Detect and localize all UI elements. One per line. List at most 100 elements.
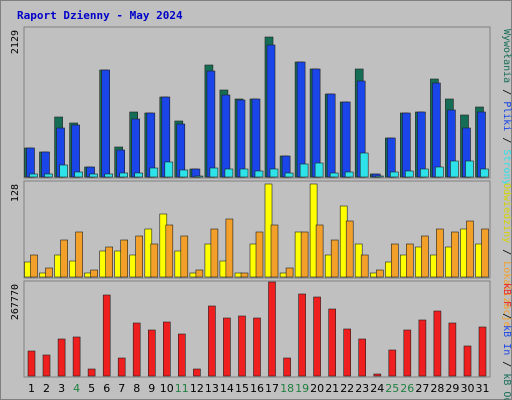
- bar-bottom-kb-f-day-3: [57, 338, 66, 377]
- bar-top-strony-day-17: [269, 168, 279, 178]
- bar-bottom-kb-f-day-22: [343, 328, 352, 377]
- panel-top-ymax-label: 2129: [10, 30, 21, 54]
- bar-top-strony-day-25: [389, 171, 399, 178]
- x-tick-label-day-26: 26: [400, 382, 414, 395]
- right-legend-separator: /: [501, 243, 512, 261]
- bar-bottom-kb-f-day-26: [403, 329, 412, 377]
- bar-top-strony-day-11: [179, 169, 189, 178]
- bar-bottom-kb-f-day-2: [42, 354, 51, 377]
- x-tick-label-day-8: 8: [133, 382, 140, 395]
- x-tick-label-day-25: 25: [385, 382, 399, 395]
- bar-top-pliki-day-6: [101, 69, 110, 178]
- x-tick-label-day-14: 14: [220, 382, 234, 395]
- bar-top-pliki-day-28: [432, 82, 441, 178]
- bar-middle-lokalizacje-day-15: [240, 272, 249, 278]
- right-legend-odwiedziny: Odwiedziny: [501, 183, 512, 243]
- bar-top-strony-day-26: [404, 170, 414, 178]
- bar-bottom-kb-f-day-6: [102, 294, 111, 377]
- chart-panels: 2129 128 267770: [10, 26, 491, 378]
- bar-bottom-kb-f-day-4: [72, 336, 81, 377]
- bar-top-strony-day-1: [29, 173, 38, 178]
- x-tick-label-day-16: 16: [250, 382, 264, 395]
- bar-middle-lokalizacje-day-29: [451, 231, 459, 278]
- panel-bottom-ymax-label: 267770: [10, 284, 21, 320]
- bar-bottom-kb-f-day-10: [163, 321, 171, 377]
- bar-middle-lokalizacje-day-30: [466, 220, 474, 278]
- bar-bottom-kb-f-day-9: [148, 329, 156, 377]
- bar-bottom-kb-f-day-31: [478, 326, 487, 377]
- x-tick-label-day-29: 29: [445, 382, 459, 395]
- right-legend-separator: /: [501, 83, 512, 101]
- bar-middle-lokalizacje-day-18: [285, 267, 294, 278]
- right-legend-group: kB F / kB In / kB Out: [501, 283, 512, 400]
- right-legend-strony: Strony: [501, 149, 512, 185]
- x-tick-label-day-6: 6: [103, 382, 110, 395]
- bar-top-pliki-day-9: [146, 112, 156, 178]
- right-legend-separator: /: [501, 307, 512, 325]
- bar-bottom-kb-f-day-21: [328, 308, 337, 377]
- bar-bottom-kb-f-day-13: [208, 305, 216, 377]
- x-tick-label-day-18: 18: [280, 382, 294, 395]
- bar-bottom-kb-f-day-15: [238, 315, 246, 377]
- bar-bottom-kb-f-day-8: [132, 322, 141, 377]
- bar-bottom-kb-f-day-14: [223, 317, 231, 377]
- right-legend-kb-out: kB Out: [501, 373, 512, 400]
- bar-top-strony-day-21: [329, 172, 339, 178]
- bar-top-pliki-day-21: [326, 93, 336, 178]
- x-tick-label-day-30: 30: [461, 382, 475, 395]
- bar-middle-lokalizacje-day-7: [120, 239, 128, 278]
- x-tick-label-day-23: 23: [355, 382, 369, 395]
- bar-bottom-kb-f-day-16: [253, 317, 261, 377]
- bar-bottom-kb-f-day-7: [117, 357, 126, 377]
- bar-middle-lokalizacje-day-23: [360, 254, 369, 278]
- bar-middle-lokalizacje-day-4: [75, 231, 83, 278]
- bar-top-pliki-day-17: [266, 44, 276, 178]
- bar-top-pliki-day-25: [386, 137, 396, 178]
- bar-top-strony-day-31: [480, 168, 489, 178]
- bar-top-strony-day-3: [59, 164, 68, 178]
- bar-bottom-kb-f-day-20: [313, 296, 321, 377]
- bar-bottom-kb-f-day-27: [418, 319, 427, 377]
- bar-top-pliki-day-26: [401, 112, 411, 178]
- bar-middle-lokalizacje-day-20: [315, 224, 324, 278]
- right-legend-pliki: Pliki: [501, 101, 512, 131]
- bar-top-pliki-day-8: [131, 118, 140, 178]
- bar-top-pliki-day-2: [41, 151, 50, 178]
- x-tick-label-day-21: 21: [325, 382, 339, 395]
- bar-middle-lokalizacje-day-27: [421, 235, 429, 278]
- chart-title: Raport Dzienny - May 2024: [17, 9, 183, 22]
- bar-bottom-kb-f-day-1: [27, 350, 36, 377]
- bar-middle-lokalizacje-day-12: [195, 269, 204, 278]
- bar-bottom-kb-f-day-29: [448, 322, 457, 377]
- bar-top-strony-day-19: [299, 163, 309, 178]
- bar-top-strony-day-6: [104, 173, 113, 178]
- bar-top-strony-day-4: [74, 171, 83, 178]
- bar-middle-lokalizacje-day-25: [390, 243, 399, 278]
- x-tick-label-day-3: 3: [58, 382, 65, 395]
- bar-top-strony-day-10: [164, 161, 174, 178]
- x-tick-label-day-28: 28: [430, 382, 444, 395]
- bar-top-pliki-day-11: [176, 123, 186, 178]
- bar-middle-lokalizacje-day-21: [330, 239, 339, 278]
- bar-middle-lokalizacje-day-22: [345, 220, 354, 278]
- x-axis-labels: 1 2 3 4 5 6 7 8 9 10 11 12 13 14 15 16 17 18 19 20 21 22 23 24 2…: [28, 382, 490, 395]
- bar-middle-lokalizacje-day-17: [270, 224, 279, 278]
- bar-top-strony-day-23: [359, 152, 369, 178]
- bar-top-pliki-day-20: [311, 68, 321, 178]
- bar-middle-lokalizacje-day-19: [300, 231, 309, 278]
- bar-top-strony-day-18: [284, 172, 294, 178]
- bar-middle-lokalizacje-day-14: [225, 218, 234, 278]
- x-tick-label-day-15: 15: [235, 382, 249, 395]
- bar-middle-lokalizacje-day-5: [90, 269, 98, 278]
- x-tick-label-day-10: 10: [160, 382, 174, 395]
- bar-middle-lokalizacje-day-16: [255, 231, 264, 278]
- x-tick-label-day-24: 24: [370, 382, 384, 395]
- x-tick-label-day-9: 9: [148, 382, 155, 395]
- bar-bottom-kb-f-day-5: [87, 368, 96, 377]
- bar-top-pliki-day-4: [71, 124, 80, 178]
- bar-bottom-kb-f-day-24: [373, 373, 382, 377]
- x-tick-label-day-13: 13: [205, 382, 219, 395]
- x-tick-label-day-17: 17: [265, 382, 279, 395]
- bar-bottom-kb-f-day-17: [268, 281, 276, 377]
- bar-bottom-kb-f-day-25: [388, 349, 397, 377]
